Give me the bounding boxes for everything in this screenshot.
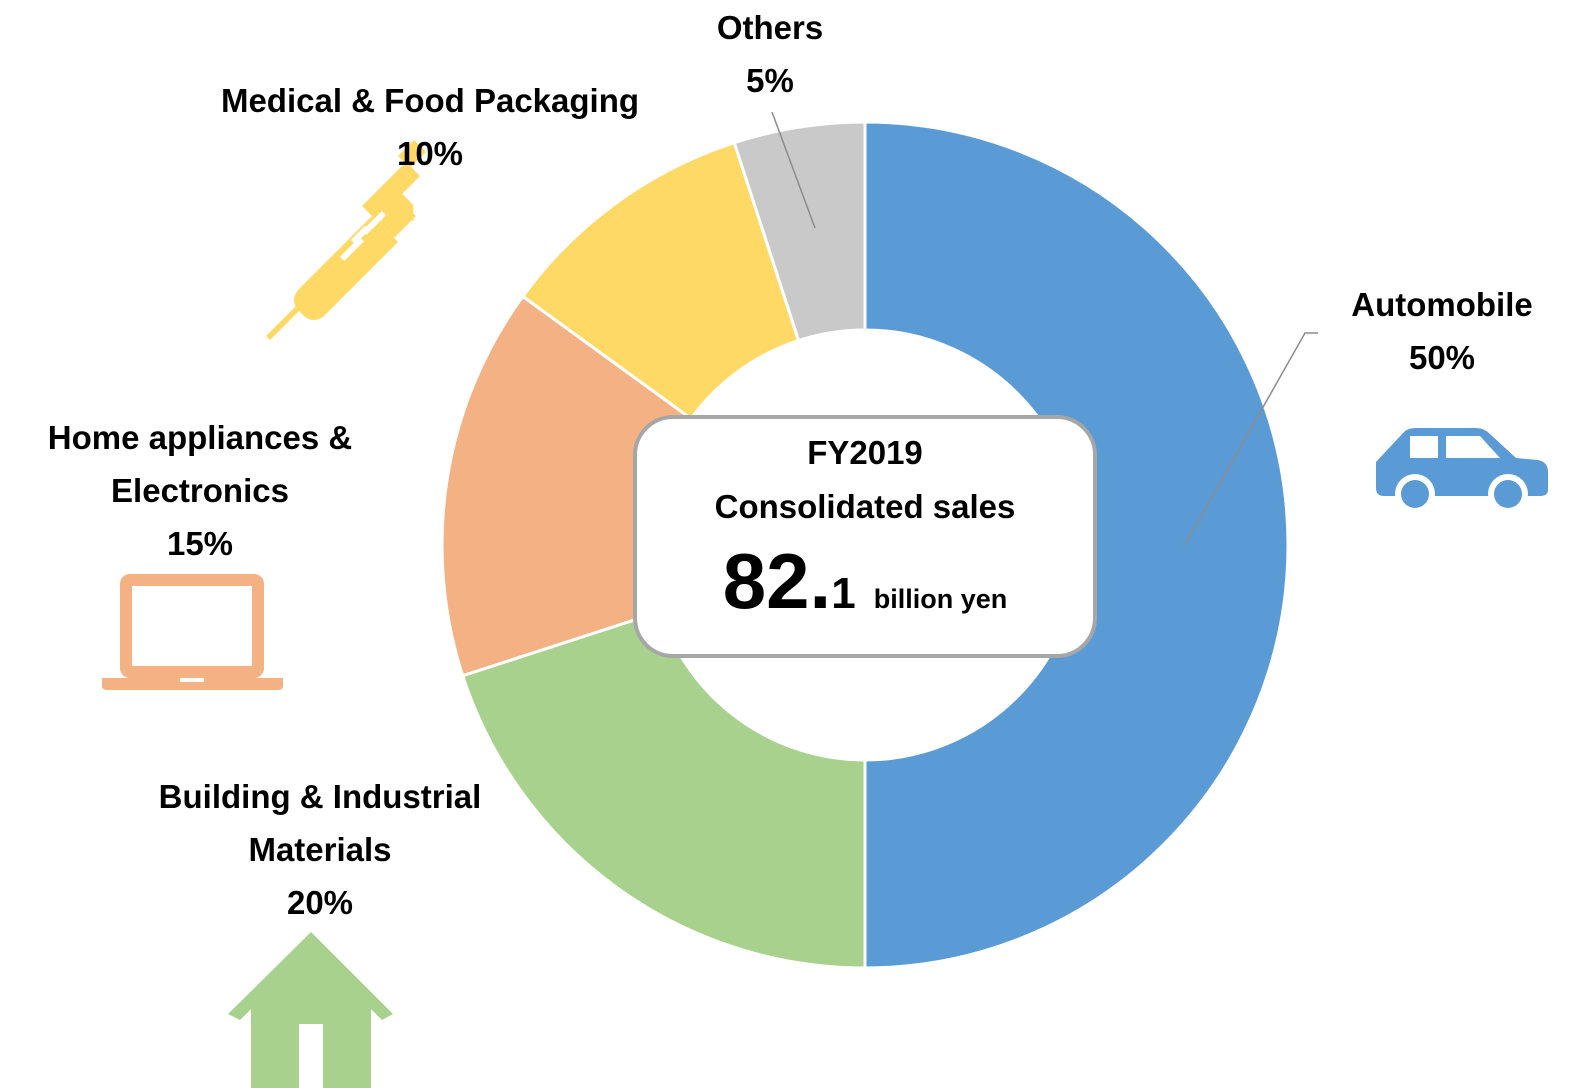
house-icon [228, 932, 393, 1088]
slice-label: Home appliances & Electronics 15% [0, 411, 400, 570]
syringe-icon [266, 140, 426, 340]
category-name: Others [716, 9, 824, 46]
period: FY2019 [807, 434, 923, 471]
category-name: Building & Industrial Materials [158, 778, 482, 868]
value-label: 10% [396, 135, 464, 172]
laptop-icon [102, 574, 283, 690]
slice-label: Automobile 50% [1292, 278, 1592, 384]
category-name: Medical & Food Packaging [220, 82, 640, 119]
center-box [633, 415, 1097, 658]
category-name: Automobile [1351, 286, 1533, 323]
car-icon [1376, 428, 1548, 514]
slice-label: Medical & Food Packaging 10% [130, 74, 730, 180]
leader-line [771, 111, 816, 229]
value-label: 50% [1408, 339, 1476, 376]
total-unit: billion yen [873, 584, 1008, 614]
value-label: 15% [166, 525, 234, 562]
total-minor: 1 [831, 569, 856, 618]
slice-label: Building & Industrial Materials 20% [100, 770, 540, 929]
total-major: 82. [722, 537, 832, 625]
donut [440, 120, 1290, 970]
caption: Consolidated sales [714, 488, 1016, 525]
total: 82.1 billion yen [635, 539, 1095, 646]
center-text: FY2019 Consolidated sales 82.1 billion ye… [635, 417, 1095, 656]
value-label: 5% [746, 62, 794, 99]
donut-slice [732, 120, 867, 343]
donut-slice [460, 609, 867, 970]
category-name: Home appliances & Electronics [47, 419, 353, 509]
leader-line [1184, 332, 1318, 546]
slice-label: Others 5% [620, 1, 920, 107]
value-label: 20% [286, 884, 354, 921]
